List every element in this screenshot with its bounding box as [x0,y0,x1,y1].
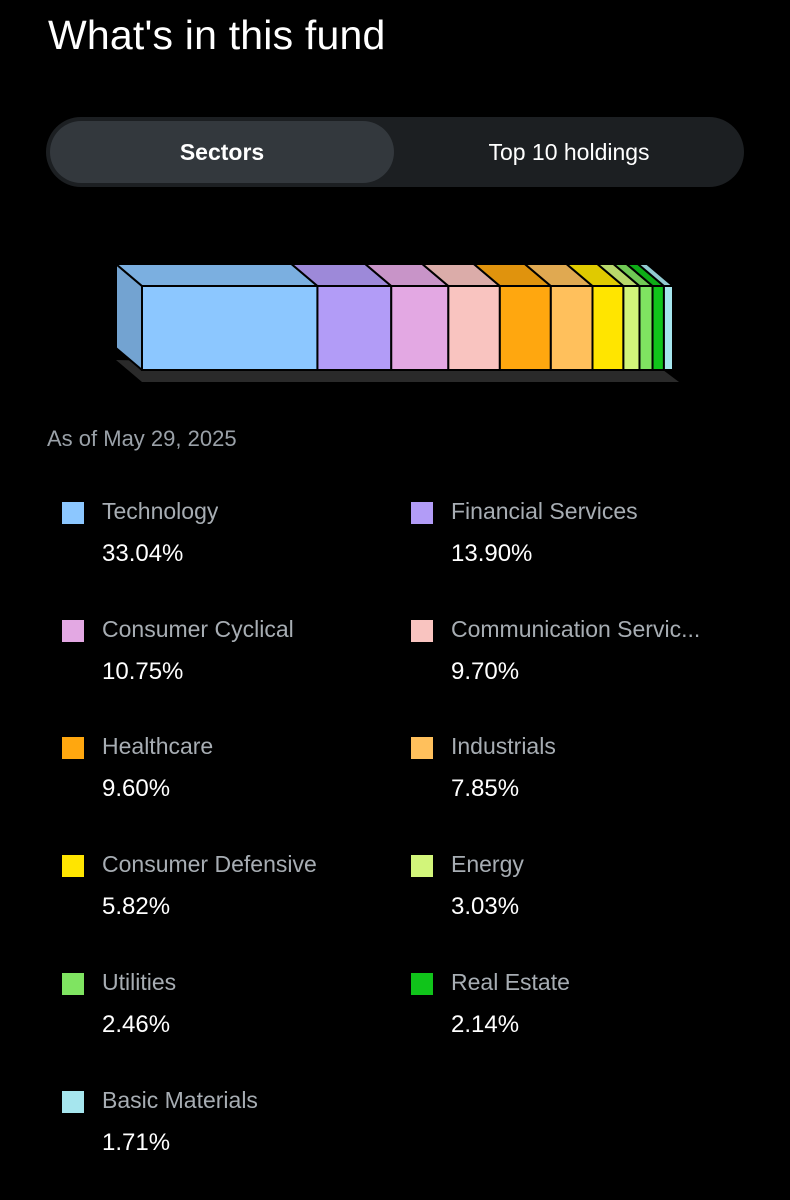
legend-sector-name: Utilities [102,968,177,995]
legend-item: Consumer Cyclical 10.75% [48,616,378,706]
legend-swatch [62,855,84,878]
legend-item: Industrials 7.85% [397,733,727,823]
legend-item: Financial Services 13.90% [397,498,727,588]
legend-sector-value: 33.04% [102,540,184,567]
bar-energy [622,285,641,371]
legend-sector-value: 9.60% [102,775,171,803]
legend-sector-value: 2.14% [451,1010,520,1038]
legend-sector-value: 7.85% [451,775,520,803]
bar-consumer-cyclical [390,285,450,371]
legend-swatch [62,502,84,524]
bar-basic-materials [662,285,675,371]
legend-item: Energy 3.03% [397,851,727,941]
legend-sector-value: 10.75% [102,657,184,685]
legend-sector-name: Real Estate [451,968,570,995]
legend-item: Real Estate 2.14% [397,969,727,1059]
legend-sector-value: 5.82% [102,893,171,921]
legend-sector-name: Communication Servic... [451,615,701,642]
segmented-tabs: Sectors Top 10 holdings [46,117,744,187]
legend-sector-value: 13.90% [451,540,533,567]
bar-industrials [549,285,594,371]
tab-sectors[interactable]: Sectors [50,121,394,183]
bar-financial-services [316,285,393,371]
bar-top-technology [115,263,319,287]
as-of-date: As of May 29, 2025 [47,426,237,451]
legend-sector-value: 9.70% [451,657,520,685]
bar-healthcare [498,285,552,371]
bar-utilities [638,285,654,371]
legend-item: Utilities 2.46% [48,969,378,1059]
legend-swatch [62,737,84,760]
legend-item: Communication Servic... 9.70% [397,616,727,706]
legend-swatch [411,502,433,524]
legend-sector-value: 3.03% [451,893,520,921]
legend-sector-name: Financial Services [451,498,638,524]
page-title: What's in this fund [48,12,386,58]
bar-consumer-defensive [591,285,625,371]
legend-sector-name: Consumer Defensive [102,851,317,878]
legend-sector-name: Energy [451,851,524,878]
legend-sector-name: Technology [102,498,219,524]
sector-allocation-chart [115,263,679,382]
legend-sector-name: Basic Materials [102,1086,258,1113]
legend-sector-name: Healthcare [102,733,214,760]
legend-swatch [411,737,433,760]
legend-sector-value: 2.46% [102,1010,171,1038]
legend-item: Consumer Defensive 5.82% [48,851,378,941]
legend-sector-name: Consumer Cyclical [102,615,294,642]
legend-swatch [411,855,433,878]
legend-sector-name: Industrials [451,733,556,760]
legend-swatch [62,619,84,642]
bar-technology [141,285,319,371]
legend-item: Healthcare 9.60% [48,733,378,823]
tab-top-10-holdings[interactable]: Top 10 holdings [488,138,650,165]
legend-swatch [62,1090,84,1113]
legend-swatch [411,972,433,995]
legend-swatch [411,619,433,642]
legend-item: Technology 33.04% [48,498,378,588]
legend-sector-value: 1.71% [102,1128,171,1156]
bar-communication-servic [447,285,501,371]
legend-swatch [62,972,84,995]
legend-item: Basic Materials 1.71% [48,1087,378,1177]
bar-real-estate [651,285,665,371]
